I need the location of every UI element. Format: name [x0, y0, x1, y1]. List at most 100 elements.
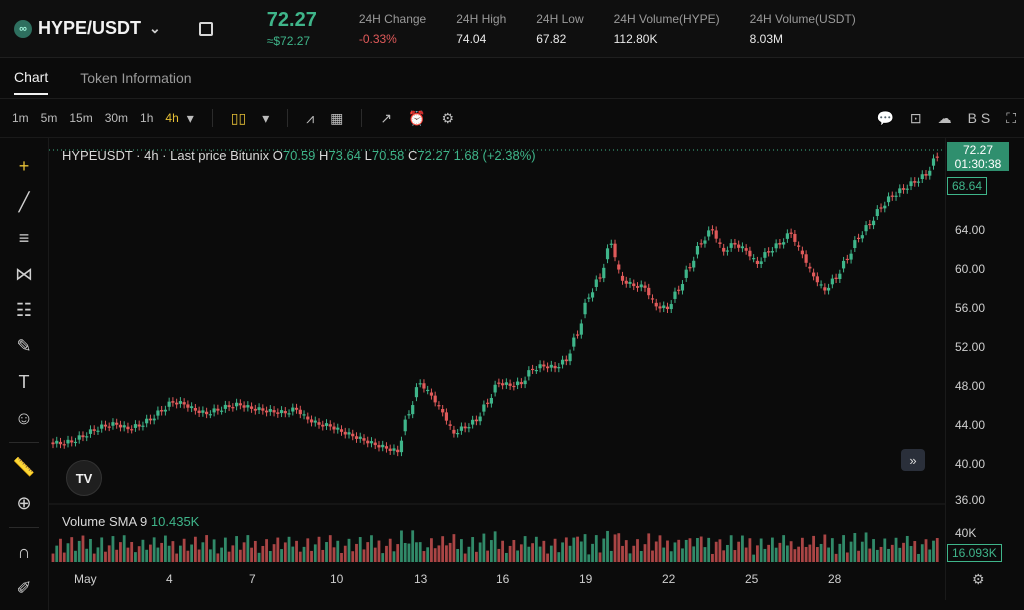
- volume-bar: [913, 541, 917, 562]
- candle: [793, 233, 797, 242]
- candle: [516, 381, 520, 386]
- x-label: 13: [414, 572, 428, 586]
- volume-bar: [437, 545, 441, 562]
- candle: [212, 408, 216, 413]
- zoom-in-icon[interactable]: ⊕: [16, 492, 32, 513]
- chevron-down-icon[interactable]: ▾: [262, 109, 270, 126]
- gear-icon[interactable]: ⚙: [972, 571, 985, 587]
- crosshair-icon[interactable]: +: [18, 155, 30, 176]
- alarm-icon[interactable]: ⏰: [408, 109, 426, 126]
- candle: [826, 287, 831, 291]
- fullscreen-icon[interactable]: ⛶: [1006, 109, 1016, 126]
- volume-bar: [208, 549, 212, 562]
- candle: [508, 383, 512, 386]
- timeframe-1m[interactable]: 1m: [12, 111, 29, 125]
- scroll-to-realtime-button[interactable]: »: [901, 449, 925, 471]
- volume-bar: [617, 533, 621, 562]
- volume-bar: [474, 551, 478, 562]
- indicators-icon[interactable]: ⩘: [306, 109, 315, 126]
- trend-line-icon[interactable]: ╱: [18, 191, 30, 212]
- volume-bar: [122, 535, 126, 562]
- tab-chart[interactable]: Chart: [14, 61, 49, 95]
- y-label: 52.00: [955, 340, 986, 354]
- timeframe-30m[interactable]: 30m: [104, 111, 129, 125]
- timeframe-4h[interactable]: 4h: [165, 111, 179, 125]
- brush-icon[interactable]: ✎: [16, 335, 32, 356]
- tab-token-information[interactable]: Token Information: [80, 70, 192, 86]
- price-chart[interactable]: [49, 138, 1024, 600]
- magnet-icon[interactable]: ∩: [17, 541, 31, 562]
- candle: [85, 436, 89, 438]
- volume-bar: [175, 553, 179, 562]
- timeframe-1h[interactable]: 1h: [140, 111, 154, 125]
- candle: [257, 407, 261, 411]
- x-label: May: [74, 572, 97, 586]
- gear-icon[interactable]: ⚙: [441, 109, 455, 126]
- volume-bar: [928, 549, 932, 562]
- toolbar-divider: [361, 109, 363, 127]
- y-label: 44.00: [955, 418, 986, 432]
- candle: [433, 395, 437, 403]
- lock-drawing-icon[interactable]: ✐: [16, 577, 32, 598]
- volume-bar: [171, 541, 175, 562]
- text-icon[interactable]: T: [18, 371, 30, 392]
- screenshot-icon[interactable]: ⊡: [909, 109, 922, 126]
- stat-24h-change: 24H Change -0.33%: [359, 12, 426, 46]
- volume-bar: [396, 544, 400, 562]
- volume-bar: [782, 535, 786, 562]
- layout-grid-icon[interactable]: ▦: [330, 109, 344, 126]
- candle: [527, 370, 531, 377]
- candle: [298, 409, 302, 415]
- candle: [264, 410, 269, 413]
- fib-icon[interactable]: ☷: [15, 299, 33, 320]
- share-icon[interactable]: ↗: [380, 109, 393, 126]
- volume-bar: [104, 551, 107, 562]
- comment-icon[interactable]: 💬: [876, 109, 894, 126]
- last-price: 72.27: [266, 9, 317, 31]
- emoji-icon[interactable]: ☺: [14, 407, 34, 428]
- pair-selector[interactable]: ∞ HYPE/USDT ⌄: [14, 18, 161, 39]
- ruler-icon[interactable]: 📏: [12, 456, 36, 477]
- volume-bar: [317, 536, 321, 562]
- candle: [482, 404, 486, 412]
- volume-bar: [340, 552, 343, 562]
- x-label: 16: [496, 572, 510, 586]
- timeframe-15m[interactable]: 15m: [69, 111, 93, 125]
- candle: [193, 407, 197, 411]
- volume-bar: [819, 543, 823, 562]
- candle: [549, 364, 553, 368]
- candle: [613, 243, 617, 258]
- candle: [916, 181, 921, 183]
- price-axis[interactable]: [945, 138, 1024, 600]
- volume-bar: [261, 545, 265, 562]
- horizontal-lines-icon[interactable]: ≡: [18, 227, 30, 248]
- last-price-tag: 72.27 01:30:38: [947, 142, 1009, 171]
- legend-close-label: C: [408, 148, 418, 163]
- candle: [564, 359, 568, 362]
- candle: [530, 368, 535, 371]
- volume-bar: [583, 534, 587, 562]
- chevron-down-icon[interactable]: ▾: [186, 109, 194, 126]
- favorite-icon[interactable]: [198, 21, 213, 36]
- volume-bar: [257, 552, 261, 562]
- timeframe-5m[interactable]: 5m: [40, 111, 58, 125]
- top-bar: ∞ HYPE/USDT ⌄ 72.27 ≈$72.27 24H Change -…: [0, 0, 1024, 58]
- stat-24h-high: 24H High 74.04: [456, 12, 506, 46]
- candle: [362, 438, 366, 441]
- tradingview-logo[interactable]: TV: [66, 460, 102, 496]
- candle: [875, 209, 879, 217]
- volume-bar: [759, 538, 763, 562]
- candles-icon[interactable]: ▯▯: [230, 109, 247, 126]
- volume-bar: [115, 549, 119, 562]
- volume-bar: [167, 545, 171, 562]
- volume-bar: [711, 553, 714, 562]
- candle: [70, 440, 74, 443]
- pattern-icon[interactable]: ⋈: [15, 263, 33, 284]
- cloud-icon[interactable]: ☁: [937, 109, 952, 126]
- candle: [283, 411, 287, 414]
- buy-sell-icon[interactable]: B S: [967, 110, 991, 126]
- candle: [928, 170, 932, 176]
- volume-bar: [531, 543, 534, 562]
- candle: [722, 247, 726, 252]
- stat-value: 74.04: [456, 31, 487, 46]
